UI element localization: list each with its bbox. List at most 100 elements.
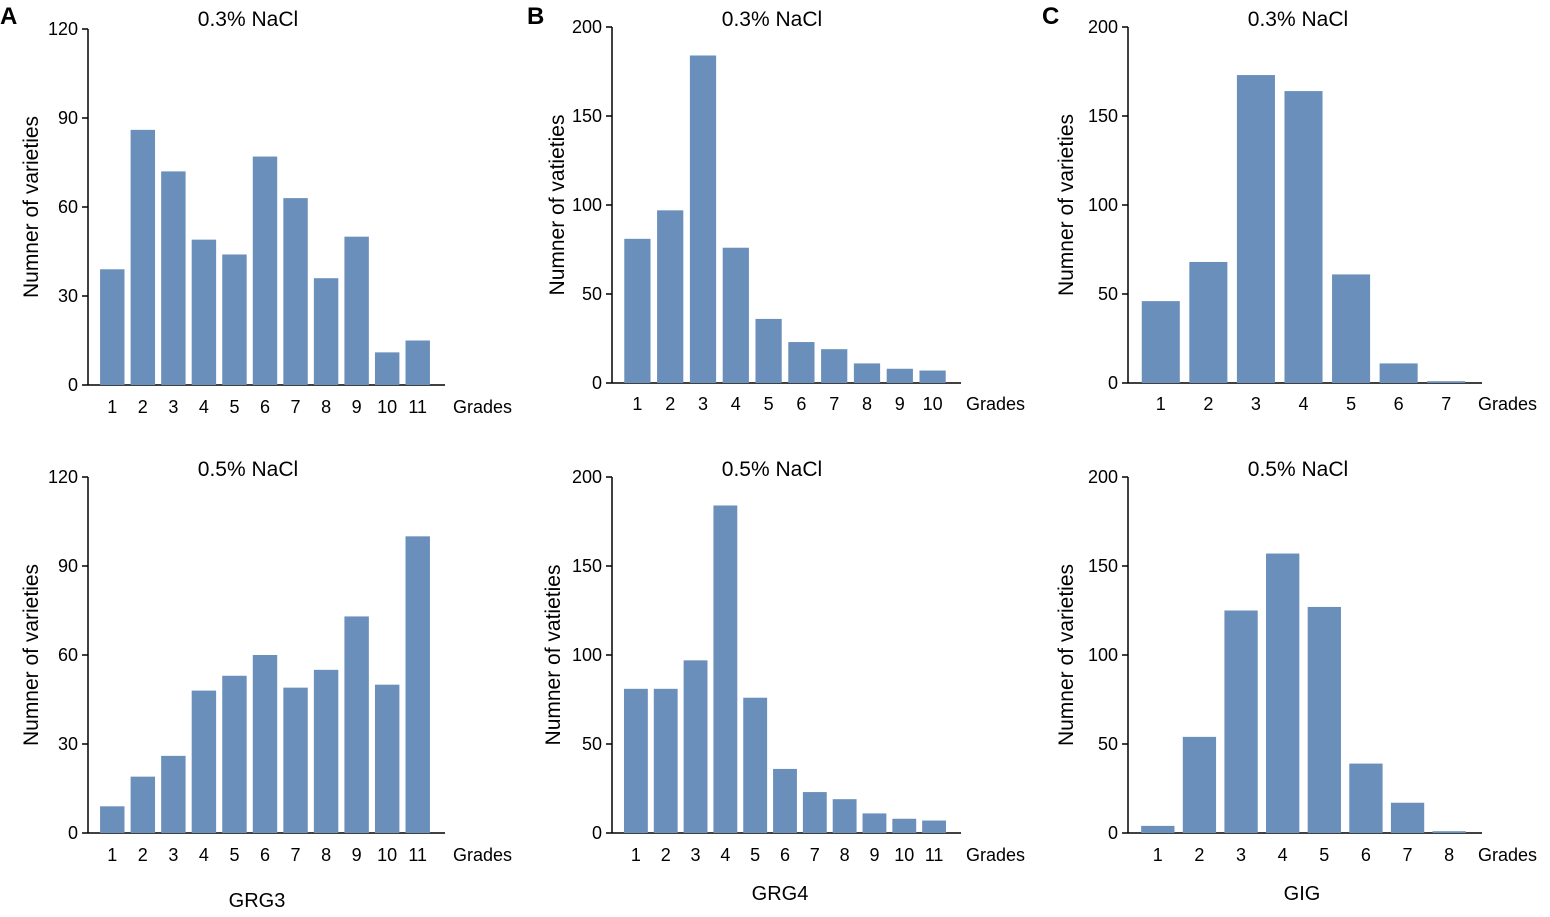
x-tick-label: 3 — [698, 394, 708, 414]
x-tick-label: 2 — [1194, 845, 1204, 865]
y-axis-label: Numner of varieties — [1055, 564, 1078, 746]
y-tick-label: 150 — [572, 106, 602, 126]
x-tick-label: 9 — [352, 845, 362, 865]
x-tick-label: 9 — [352, 397, 362, 417]
x-tick-label: 4 — [1298, 394, 1308, 414]
x-tick-label: 6 — [780, 845, 790, 865]
y-tick-label: 100 — [572, 195, 602, 215]
x-tick-label: 6 — [1361, 845, 1371, 865]
x-tick-label: 10 — [894, 845, 914, 865]
bar-grade-9 — [862, 813, 887, 833]
group-label-grg3: GRG3 — [229, 890, 286, 912]
bar-grade-7 — [821, 349, 848, 383]
bar-grade-11 — [405, 340, 430, 385]
x-axis-label: Grades — [1478, 845, 1537, 865]
x-axis-label: Grades — [453, 397, 512, 417]
y-tick-label: 30 — [58, 286, 78, 306]
x-tick-label: 4 — [720, 845, 730, 865]
bar-grade-3 — [161, 755, 186, 833]
x-tick-label: 5 — [229, 397, 239, 417]
bar-grade-1 — [623, 688, 648, 833]
y-tick-label: 50 — [582, 284, 602, 304]
y-tick-label: 100 — [572, 645, 602, 665]
x-tick-label: 1 — [631, 845, 641, 865]
bar-grade-2 — [130, 776, 156, 833]
y-tick-label: 200 — [1088, 17, 1118, 37]
bar-grade-1 — [1141, 825, 1175, 833]
bar-grade-3 — [161, 171, 186, 385]
bar-grade-8 — [313, 278, 339, 385]
x-tick-label: 4 — [199, 397, 209, 417]
bar-grade-1 — [624, 238, 651, 383]
x-tick-label: 9 — [869, 845, 879, 865]
x-tick-label: 4 — [1278, 845, 1288, 865]
bar-grade-2 — [1182, 736, 1217, 833]
x-tick-label: 10 — [377, 397, 397, 417]
bar-grade-2 — [130, 129, 156, 385]
x-tick-label: 10 — [377, 845, 397, 865]
x-tick-label: 10 — [923, 394, 943, 414]
y-tick-label: 200 — [572, 467, 602, 487]
group-label-grg4: GRG4 — [752, 883, 809, 905]
bar-grade-7 — [802, 792, 827, 833]
y-tick-label: 150 — [1088, 106, 1118, 126]
bar-grade-8 — [313, 669, 339, 833]
y-axis-label: Numner of varieties — [20, 564, 43, 746]
bar-grade-3 — [1224, 610, 1258, 833]
y-tick-label: 90 — [58, 108, 78, 128]
x-tick-label: 4 — [199, 845, 209, 865]
y-axis-label: Numner of varieties — [1055, 114, 1078, 296]
bar-grade-7 — [1390, 802, 1425, 833]
x-tick-label: 5 — [229, 845, 239, 865]
bar-grade-5 — [222, 675, 247, 833]
bar-grade-7 — [1427, 381, 1466, 383]
bar-grade-10 — [892, 818, 917, 833]
chart-a-top: 0.3% NaCl Numner of varieties 0 30 60 90 120 1 2… — [20, 8, 512, 417]
bar-grade-4 — [1266, 553, 1300, 833]
bar-grade-3 — [1236, 75, 1275, 383]
y-axis-label: Numner of vatieties — [546, 115, 569, 296]
bar-grade-6 — [1349, 763, 1383, 833]
x-tick-label: 1 — [632, 394, 642, 414]
bar-grade-8 — [853, 363, 881, 383]
y-tick-label: 50 — [1098, 734, 1118, 754]
bar-grade-6 — [1379, 363, 1418, 383]
bar-grade-1 — [1141, 301, 1180, 383]
x-tick-label: 1 — [1156, 394, 1166, 414]
bar-grade-1 — [100, 806, 125, 833]
y-tick-label: 0 — [592, 823, 602, 843]
bar-grade-10 — [919, 370, 946, 383]
chart-title: 0.5% NaCl — [1248, 458, 1348, 481]
y-tick-label: 0 — [68, 823, 78, 843]
x-axis-label: Grades — [453, 845, 512, 865]
bar-grade-2 — [1189, 261, 1228, 383]
x-tick-label: 5 — [750, 845, 760, 865]
x-tick-label: 7 — [291, 845, 301, 865]
chart-c-bottom: 0.5% NaCl Numner of varieties 0 50 100 150 200… — [1055, 458, 1537, 865]
bar-grade-1 — [100, 269, 125, 385]
x-tick-label: 6 — [796, 394, 806, 414]
x-axis-label: Grades — [1478, 394, 1537, 414]
x-tick-label: 11 — [925, 845, 944, 865]
bar-grade-5 — [1307, 606, 1341, 833]
x-tick-label: 1 — [1153, 845, 1163, 865]
bar-grade-2 — [657, 210, 684, 383]
chart-title: 0.3% NaCl — [722, 8, 822, 31]
x-tick-label: 5 — [1346, 394, 1356, 414]
x-tick-label: 7 — [1403, 845, 1413, 865]
group-label-gig: GIG — [1284, 883, 1321, 905]
bar-grade-11 — [922, 820, 947, 833]
bar-grade-5 — [222, 254, 247, 385]
x-tick-label: 6 — [260, 845, 270, 865]
x-tick-label: 6 — [260, 397, 270, 417]
x-tick-label: 3 — [1251, 394, 1261, 414]
y-tick-label: 100 — [1088, 645, 1118, 665]
x-tick-label: 8 — [321, 845, 331, 865]
x-tick-label: 7 — [1441, 394, 1451, 414]
bar-grade-4 — [1284, 91, 1323, 383]
x-tick-label: 7 — [291, 397, 301, 417]
chart-a-bottom: 0.5% NaCl Numner of varieties 0 30 60 90 120 1 2… — [20, 458, 512, 865]
y-tick-label: 50 — [582, 734, 602, 754]
